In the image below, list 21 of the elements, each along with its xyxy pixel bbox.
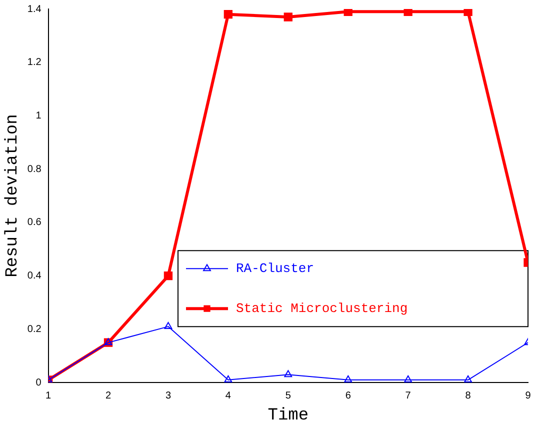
y-tick-label: 1 [36, 110, 42, 122]
x-tick-label: 3 [165, 390, 172, 402]
x-tick-label: 2 [105, 390, 112, 402]
legend-label: Static Microclustering [236, 301, 408, 316]
legend-label: RA-Cluster [236, 261, 314, 276]
y-tick-label: 0.4 [27, 270, 42, 282]
y-axis-title: Result deviation [4, 114, 23, 278]
y-tick-label: 0.6 [27, 217, 42, 228]
x-tick-label: 6 [345, 390, 352, 402]
y-tick-label: 0.2 [27, 324, 42, 335]
x-tick-label: 4 [225, 390, 232, 402]
y-tick-label: 1.2 [27, 57, 42, 68]
x-tick-label: 9 [525, 390, 532, 402]
x-tick-label: 5 [285, 390, 292, 402]
x-tick-label: 1 [46, 390, 52, 402]
y-tick-label: 0.8 [27, 164, 42, 175]
y-tick-label: 1.4 [27, 4, 42, 15]
x-tick-label: 8 [465, 390, 472, 402]
x-axis-title: Time [268, 406, 309, 425]
y-tick-label: 0 [36, 377, 42, 388]
x-tick-label: 7 [405, 390, 412, 402]
